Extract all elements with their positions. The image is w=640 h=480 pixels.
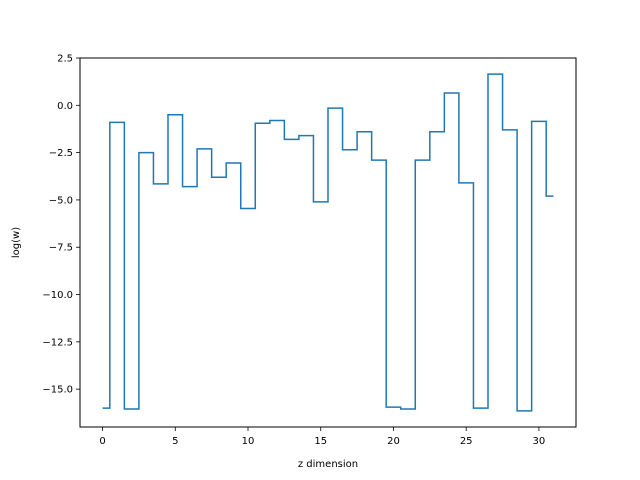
x-tick-label: 5	[172, 436, 178, 447]
x-axis-label: z dimension	[298, 459, 358, 470]
y-tick-label: −5.0	[49, 195, 73, 206]
y-tick-label: 2.5	[57, 54, 73, 65]
x-tick-label: 20	[387, 436, 400, 447]
y-tick-label: −15.0	[42, 385, 73, 396]
x-tick-label: 0	[99, 436, 105, 447]
y-axis-label: log(w)	[11, 227, 22, 258]
axes-frame	[79, 57, 577, 428]
x-tick-label: 15	[314, 436, 327, 447]
series-line	[102, 73, 554, 412]
ticks-layer: 0 5 10 15 20 25 30 2.5 0.0 −2.5 −5.0 −7.5 −10.0 −12.5…	[42, 54, 545, 448]
y-tick-label: 0.0	[57, 101, 73, 112]
x-tick-label: 10	[242, 436, 255, 447]
y-tick-label: −7.5	[49, 243, 73, 254]
y-tick-label: −2.5	[49, 148, 73, 159]
x-tick-label: 30	[533, 436, 546, 447]
x-tick-label: 25	[460, 436, 473, 447]
y-tick-label: −10.0	[42, 290, 73, 301]
series-layer	[102, 73, 554, 412]
y-tick-label: −12.5	[42, 337, 73, 348]
